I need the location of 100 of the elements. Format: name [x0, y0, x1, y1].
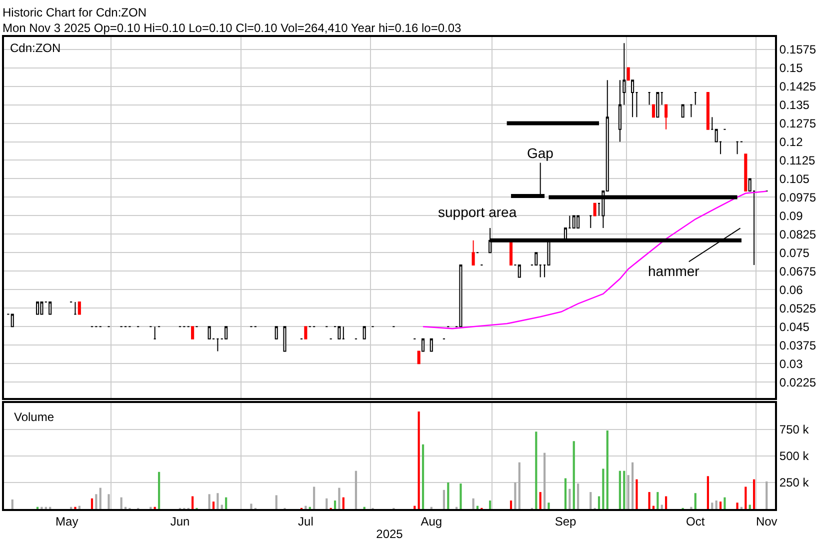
bar [334, 500, 336, 509]
bar [572, 441, 575, 509]
candlestick [681, 104, 684, 118]
bar [648, 492, 650, 509]
x-tick-label: Sep [554, 514, 576, 528]
bar [460, 484, 462, 509]
y-tick-label: 0.0375 [779, 338, 816, 352]
candlestick [191, 326, 194, 340]
bar [627, 475, 630, 509]
bar [715, 500, 718, 509]
y-tick-label: 0.09 [779, 208, 804, 223]
y-tick-label: 0.06 [779, 282, 804, 297]
bar [514, 482, 516, 509]
candlestick [518, 264, 521, 278]
candlestick [664, 104, 668, 130]
bar [313, 486, 316, 509]
y-tick-label: 750 k [779, 422, 810, 437]
x-tick-label: Jun [170, 514, 190, 528]
bar [338, 488, 340, 509]
annotation: hammer [648, 263, 700, 279]
bar [598, 496, 600, 509]
bar [326, 498, 328, 509]
candlestick [430, 338, 433, 352]
bar [208, 494, 210, 509]
candlestick [10, 314, 14, 328]
bar [719, 502, 722, 509]
bar [90, 498, 94, 509]
bar [548, 502, 550, 509]
candlestick [538, 264, 542, 278]
bar [354, 470, 358, 509]
chart-subtitle: Mon Nov 3 2025 Op=0.10 Hi=0.10 Lo=0.10 Cl=0.10 Vol=264,410 Year hi=0.16 lo=0.03 [2, 20, 462, 35]
candlestick [656, 92, 660, 118]
x-tick-label: Jul [298, 514, 314, 528]
bar [11, 499, 14, 509]
y-tick-label: 0.135 [779, 98, 810, 112]
candlestick [472, 240, 475, 266]
y-tick-label: 500 k [779, 449, 810, 464]
candlestick [622, 42, 626, 106]
candlestick [593, 202, 596, 216]
candlestick [78, 301, 81, 315]
bar [535, 432, 538, 509]
y-tick-label: 0.12 [779, 134, 804, 149]
candlestick [362, 326, 366, 340]
bar [568, 488, 571, 509]
bar [95, 494, 98, 509]
candlestick [706, 92, 710, 130]
candlestick [459, 264, 462, 328]
candlestick [208, 326, 211, 340]
candlestick [216, 338, 220, 352]
bar [216, 493, 219, 509]
bar [422, 444, 424, 509]
bar [447, 482, 450, 509]
bar [489, 500, 492, 509]
bar [744, 486, 747, 509]
candlestick [744, 154, 748, 192]
bar [99, 488, 102, 509]
bar [694, 493, 696, 509]
bar [120, 497, 122, 509]
bar [665, 496, 668, 509]
candlestick [40, 301, 44, 315]
candlestick [618, 80, 622, 142]
candlestick [224, 326, 228, 340]
y-tick-label: 0.1275 [779, 116, 816, 130]
candlestick [660, 92, 664, 106]
bar [618, 470, 622, 509]
candlestick [572, 215, 576, 229]
bar [192, 496, 194, 509]
annotation: Gap [527, 145, 554, 161]
bar [706, 476, 709, 509]
x-tick-label: Nov [756, 514, 778, 528]
y-tick-label: 0.0225 [779, 375, 816, 390]
candlestick [417, 350, 420, 364]
bar [656, 492, 659, 509]
y-tick-label: 0.1425 [779, 79, 816, 94]
bar [590, 492, 592, 509]
candlestick [274, 326, 278, 340]
candlestick [652, 104, 656, 118]
y-tick-label: 250 k [779, 476, 810, 490]
candlestick [694, 92, 697, 106]
x-tick-label: Oct [686, 514, 706, 528]
y-tick-label: 0.03 [779, 356, 804, 371]
candlestick [74, 301, 77, 315]
candlestick [626, 67, 630, 81]
bar [753, 479, 756, 509]
bar [158, 472, 160, 509]
y-tick-label: 0.15 [779, 61, 804, 76]
bar [250, 504, 252, 509]
candlestick [736, 141, 739, 155]
line-series [422, 190, 768, 330]
y-tick-label: 0.0975 [779, 190, 816, 204]
bar [577, 484, 580, 509]
bar [636, 479, 638, 509]
chart-title: Historic Chart for Cdn:ZON [2, 5, 147, 20]
bar [342, 497, 344, 509]
y-tick-label: 0.0675 [779, 264, 816, 278]
y-tick-label: 0.0825 [779, 227, 816, 242]
candlestick [534, 252, 538, 266]
bar [518, 462, 520, 509]
bar [442, 490, 446, 509]
bar [108, 494, 110, 509]
